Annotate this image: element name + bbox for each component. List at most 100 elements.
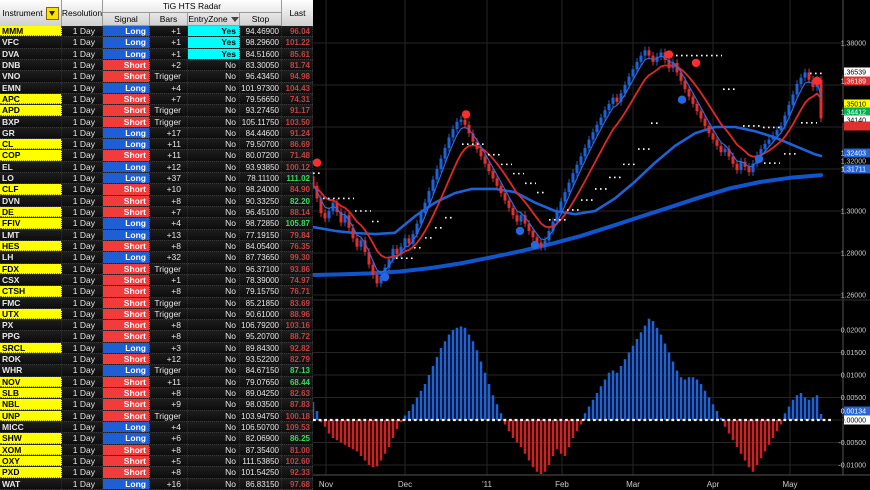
watchlist-row-GR[interactable]: GR 1 Day Long +17 No 84.44600 91.24	[0, 127, 313, 140]
candle-body	[735, 163, 739, 171]
sort-descending-icon[interactable]	[230, 16, 239, 22]
histogram-bar	[623, 359, 627, 420]
histogram-bar	[503, 420, 507, 425]
watchlist-row-NBL[interactable]: NBL 1 Day Short +9 No 98.03500 87.83	[0, 399, 313, 411]
last-cell: 88.14	[282, 207, 313, 218]
last-cell: 102.60	[282, 455, 313, 467]
entryzone-cell: No	[188, 410, 240, 421]
stop-cell: 89.04250	[240, 388, 282, 399]
watchlist-row-NOV[interactable]: NOV 1 Day Short +11 No 79.07650 68.44	[0, 376, 313, 388]
resolution-cell: 1 Day	[62, 71, 103, 82]
watchlist-row-LH[interactable]: LH 1 Day Long +32 No 87.73650 99.30	[0, 252, 313, 264]
watchlist-row-SHW[interactable]: SHW 1 Day Long +6 No 82.06900 86.25	[0, 433, 313, 445]
watchlist-row-FFIV[interactable]: FFIV 1 Day Long +4 No 98.72850 105.87	[0, 218, 313, 230]
month-label[interactable]: Nov	[319, 480, 333, 489]
watchlist-row-EL[interactable]: EL 1 Day Long +12 No 93.93850 100.12	[0, 161, 313, 174]
resolution-cell: 1 Day	[62, 297, 103, 308]
column-header-stop[interactable]: Stop	[240, 13, 282, 26]
candle-body	[515, 215, 519, 222]
watchlist-row-WHR[interactable]: WHR 1 Day Long Trigger No 84.67150 87.13	[0, 365, 313, 377]
filter-icon[interactable]	[45, 6, 59, 20]
watchlist-row-FMC[interactable]: FMC 1 Day Short Trigger No 85.21850 83.69	[0, 297, 313, 309]
bars-cell: +11	[150, 376, 188, 387]
resolution-cell: 1 Day	[62, 150, 103, 161]
bars-cell: +2	[150, 59, 188, 71]
column-header-entryzone[interactable]: EntryZone	[188, 13, 240, 26]
candle-body	[807, 72, 811, 80]
watchlist-row-PXD[interactable]: PXD 1 Day Short +8 No 101.54250 92.33	[0, 467, 313, 479]
month-label[interactable]: '11	[482, 480, 492, 489]
watchlist-row-APD[interactable]: APD 1 Day Short Trigger No 93.27450 91.17	[0, 105, 313, 117]
watchlist-row-CTSH[interactable]: CTSH 1 Day Short +8 No 79.15750 76.71	[0, 286, 313, 298]
watchlist-row-CLF[interactable]: CLF 1 Day Short +10 No 98.24000 84.90	[0, 184, 313, 196]
watchlist-row-ROK[interactable]: ROK 1 Day Short +12 No 93.52200 82.79	[0, 354, 313, 366]
watchlist-row-UTX[interactable]: UTX 1 Day Short Trigger No 90.61000 88.96	[0, 308, 313, 321]
watchlist-row-SLB[interactable]: SLB 1 Day Short +8 No 89.04250 82.63	[0, 388, 313, 400]
watchlist-row-HES[interactable]: HES 1 Day Short +8 No 84.05400 76.35	[0, 240, 313, 253]
hist-tick-label: -0.00500	[838, 440, 866, 447]
histogram-bar	[619, 366, 623, 420]
watchlist-row-WAT[interactable]: WAT 1 Day Long +16 No 86.83150 97.68	[0, 478, 313, 490]
watchlist-row-VFC[interactable]: VFC 1 Day Long +1 Yes 98.29600 101.22	[0, 37, 313, 49]
watchlist-row-MMM[interactable]: MMM 1 Day Long +1 Yes 94.46900 96.04	[0, 26, 313, 38]
histogram-bar	[663, 343, 667, 420]
candle-body	[799, 77, 803, 84]
resolution-header-label: Resolution	[62, 8, 103, 18]
watchlist-row-LMT[interactable]: LMT 1 Day Long +13 No 77.19150 79.84	[0, 229, 313, 241]
last-cell: 88.96	[282, 308, 313, 320]
resolution-cell: 1 Day	[62, 320, 103, 331]
resolution-cell: 1 Day	[62, 139, 103, 150]
candle-body	[747, 166, 751, 173]
watchlist-row-COP[interactable]: COP 1 Day Short +11 No 80.07200 71.48	[0, 150, 313, 162]
entryzone-cell: No	[188, 252, 240, 263]
column-header-resolution[interactable]: Resolution	[62, 0, 103, 26]
watchlist-row-EMN[interactable]: EMN 1 Day Long +4 No 101.97300 104.43	[0, 82, 313, 94]
histogram-bar	[495, 404, 499, 420]
watchlist-row-OXY[interactable]: OXY 1 Day Short +5 No 111.53850 102.60	[0, 455, 313, 468]
watchlist-row-PPG[interactable]: PPG 1 Day Short +8 No 95.20700 88.72	[0, 331, 313, 343]
watchlist-row-LO[interactable]: LO 1 Day Long +37 No 78.11100 111.02	[0, 173, 313, 185]
stop-cell: 90.61000	[240, 308, 282, 320]
month-label[interactable]: May	[782, 480, 797, 489]
candle-body	[703, 118, 707, 126]
candle-body	[679, 72, 683, 81]
watchlist-row-DNB[interactable]: DNB 1 Day Short +2 No 83.30050 81.74	[0, 59, 313, 72]
column-header-last[interactable]: Last	[282, 0, 313, 26]
column-header-signal[interactable]: Signal	[103, 13, 150, 26]
watchlist-row-APC[interactable]: APC 1 Day Short +7 No 79.56650 74.31	[0, 93, 313, 106]
symbol-cell: UNP	[0, 410, 62, 421]
month-label[interactable]: Apr	[707, 480, 720, 489]
watchlist-row-CL[interactable]: CL 1 Day Long +11 No 79.50700 86.69	[0, 139, 313, 151]
bars-cell: Trigger	[150, 71, 188, 82]
watchlist-row-CSX[interactable]: CSX 1 Day Short +1 No 78.39000 74.97	[0, 274, 313, 287]
watchlist-row-BXP[interactable]: BXP 1 Day Short Trigger No 105.11750 103.50	[0, 116, 313, 128]
column-header-bars[interactable]: Bars	[150, 13, 188, 26]
price-chart[interactable]: 1.38000 1.32000 1.30000 1.28000 1.26000 0.020…	[311, 0, 870, 490]
watchlist-row-DE[interactable]: DE 1 Day Short +7 No 96.45100 88.14	[0, 207, 313, 219]
watchlist-row-UNP[interactable]: UNP 1 Day Short Trigger No 103.94750 100.18	[0, 410, 313, 422]
watchlist-row-FDX[interactable]: FDX 1 Day Short Trigger No 96.37100 93.86	[0, 263, 313, 275]
candle-body	[491, 171, 495, 179]
watchlist-row-MICC[interactable]: MICC 1 Day Long +4 No 106.50700 109.53	[0, 421, 313, 434]
histogram-bar	[395, 420, 399, 429]
month-label[interactable]: Mar	[626, 480, 640, 489]
signal-cell: Short	[103, 195, 150, 206]
watchlist-row-XOM[interactable]: XOM 1 Day Short +8 No 87.35400 81.00	[0, 444, 313, 456]
month-label[interactable]: Dec	[398, 480, 412, 489]
month-label[interactable]: Feb	[555, 480, 569, 489]
watchlist-row-DVA[interactable]: DVA 1 Day Long +1 Yes 84.51600 85.61	[0, 48, 313, 60]
watchlist-row-VNO[interactable]: VNO 1 Day Short Trigger No 96.43450 94.98	[0, 71, 313, 83]
watchlist-row-PX[interactable]: PX 1 Day Short +8 No 106.79200 103.16	[0, 320, 313, 332]
histogram-bar	[603, 379, 607, 420]
histogram-bar	[563, 420, 567, 456]
symbol-cell: VFC	[0, 37, 62, 48]
histogram-bar	[435, 357, 439, 420]
column-header-instrument[interactable]: Instrument	[0, 0, 62, 26]
candle-body	[383, 267, 387, 277]
symbol-cell: COP	[0, 150, 62, 161]
signal-cell: Long	[103, 229, 150, 240]
watchlist-row-DVN[interactable]: DVN 1 Day Short +8 No 90.33250 82.20	[0, 195, 313, 207]
entryzone-cell: No	[188, 82, 240, 93]
bars-cell: Trigger	[150, 297, 188, 308]
watchlist-row-SRCL[interactable]: SRCL 1 Day Long +3 No 89.84300 92.82	[0, 342, 313, 355]
